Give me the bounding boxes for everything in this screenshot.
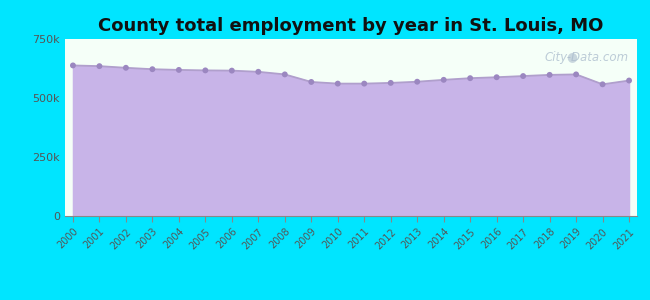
Point xyxy=(147,67,157,72)
Point xyxy=(597,82,608,87)
Point xyxy=(280,72,290,77)
Point xyxy=(571,72,581,77)
Point xyxy=(333,81,343,86)
Point xyxy=(624,78,634,83)
Point xyxy=(465,76,475,81)
Point xyxy=(359,81,369,86)
Title: County total employment by year in St. Louis, MO: County total employment by year in St. L… xyxy=(98,17,604,35)
Point xyxy=(174,68,184,72)
Point xyxy=(439,77,449,82)
Point xyxy=(94,64,105,68)
Point xyxy=(227,68,237,73)
Point xyxy=(121,65,131,70)
Point xyxy=(306,80,317,84)
Point xyxy=(412,79,423,84)
Point xyxy=(68,63,78,68)
Point xyxy=(200,68,211,73)
Point xyxy=(253,69,263,74)
Point xyxy=(518,74,528,79)
Text: City-Data.com: City-Data.com xyxy=(544,51,629,64)
Point xyxy=(385,80,396,85)
Text: ●: ● xyxy=(566,50,577,64)
Point xyxy=(545,73,555,77)
Point xyxy=(491,75,502,80)
